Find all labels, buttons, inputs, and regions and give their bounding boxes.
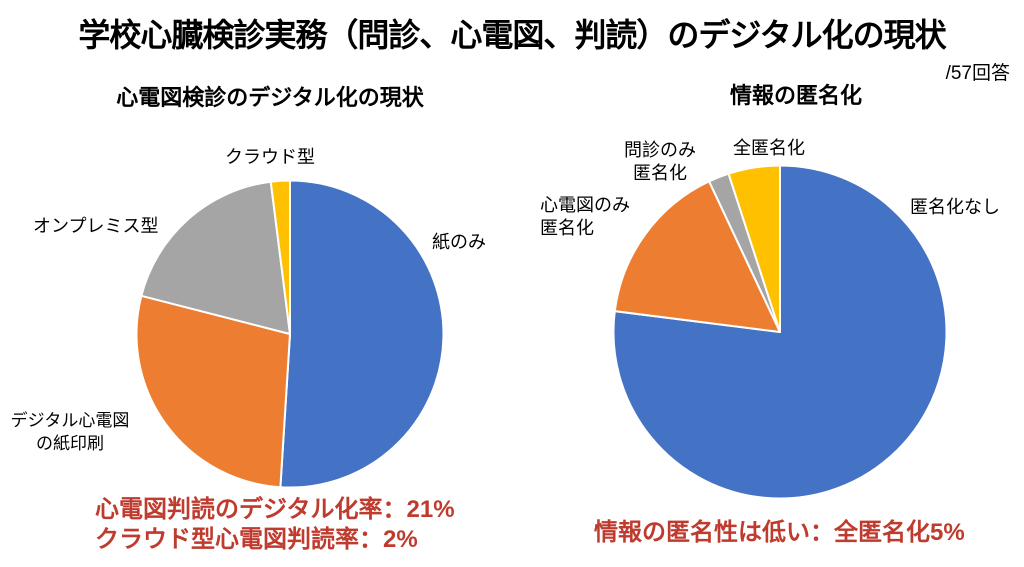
pie-chart-anonymization [612,164,948,500]
pie-slice-0 [279,179,445,489]
annotation-ecg-rates: 心電図判読のデジタル化率：21% クラウド型心電図判読率：2% [95,495,455,555]
label-fully-anonymized: 全匿名化 [733,138,805,158]
chart-left-title: 心電図検診のデジタル化の現状 [116,85,424,110]
pie-chart-ecg-digitalization [135,179,445,489]
label-onpremise-type: オンプレミス型 [33,216,159,236]
annotation-digital-interpretation-rate: 心電図判読のデジタル化率：21% [95,496,455,523]
label-no-anonymization: 匿名化なし [910,197,1000,217]
pie-slice-0 [612,164,948,500]
label-ecg-only-anonymized: 心電図のみ 匿名化 [540,195,630,238]
page-title: 学校心臓検診実務（問診、心電図、判読）のデジタル化の現状 [78,17,946,53]
chart-right-title: 情報の匿名化 [729,83,862,108]
label-paper-only: 紙のみ [432,232,486,252]
pie-slice-3 [727,164,781,333]
label-digital-ecg-paper-print: デジタル心電図 の紙印刷 [10,411,130,453]
pie-slice-1 [613,180,781,333]
pie-slice-2 [140,180,291,335]
annotation-cloud-interpretation-rate: クラウド型心電図判読率：2% [95,526,418,553]
annotation-anonymity-low: 情報の匿名性は低い：全匿名化5% [594,519,965,546]
pie-slice-1 [135,294,291,489]
label-interview-only-anonymized: 問診のみ 匿名化 [624,140,696,183]
label-cloud-type: クラウド型 [225,147,315,167]
pie-slice-3 [269,179,291,335]
responses-count: /57回答 [945,63,1010,84]
